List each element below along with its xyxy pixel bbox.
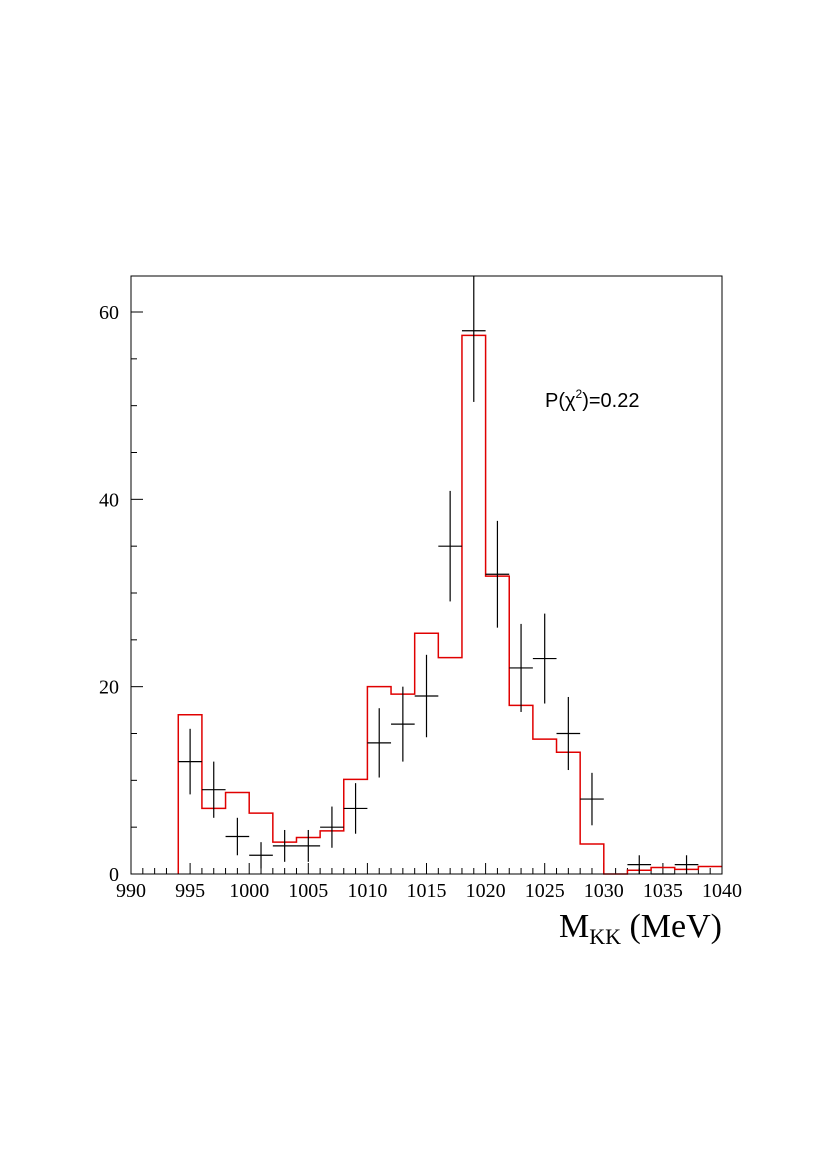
y-tick-label: 20 <box>99 677 119 699</box>
data-point <box>320 806 344 848</box>
x-tick-label: 1000 <box>229 880 269 902</box>
data-point <box>225 817 250 856</box>
chi-symbol: χ <box>565 390 576 412</box>
y-tick-labels: 0 20 40 60 <box>99 302 119 886</box>
data-point <box>414 654 439 738</box>
x-tick-labels: 990 995 1000 1005 1010 1015 1020 1025 1030 1035 10… <box>116 880 742 902</box>
data-point <box>391 686 415 762</box>
x-axis-title-unit: (MeV) <box>621 908 722 945</box>
y-tick-label: 0 <box>109 864 119 886</box>
x-tick-label: 1005 <box>288 880 328 902</box>
data-point <box>178 728 202 795</box>
x-tick-label: 1020 <box>466 880 506 902</box>
x-tick-label: 1025 <box>525 880 565 902</box>
data-point <box>556 696 581 771</box>
x-tick-label: 1015 <box>407 880 447 902</box>
x-axis-title-main: M <box>559 908 589 945</box>
x-tick-label: 995 <box>175 880 205 902</box>
x-tick-label: 1040 <box>702 880 742 902</box>
x-axis-title-subscript: KK <box>589 924 621 949</box>
chi-superscript: 2 <box>576 387 583 401</box>
data-point <box>249 842 273 869</box>
fit-step-line <box>177 334 722 875</box>
data-point <box>367 708 392 778</box>
x-tick-label: 990 <box>116 880 146 902</box>
data-point <box>509 623 533 712</box>
x-tick-label: 1010 <box>347 880 387 902</box>
plot-frame <box>130 275 723 875</box>
x-tick-label: 1035 <box>643 880 683 902</box>
x-axis-title: MKK (MeV) <box>559 908 722 949</box>
data-point <box>201 761 226 818</box>
data-point <box>461 276 486 402</box>
y-tick-label: 60 <box>99 302 119 324</box>
data-point <box>272 829 297 862</box>
data-point <box>343 783 368 834</box>
data-point <box>674 855 699 874</box>
x-tick-label: 1030 <box>584 880 624 902</box>
data-point <box>627 855 652 874</box>
y-tick-label: 40 <box>99 489 119 511</box>
data-point <box>438 490 462 602</box>
fit-histogram <box>177 334 722 875</box>
data-point <box>580 772 604 826</box>
data-point <box>532 613 557 704</box>
data-point <box>296 829 321 862</box>
data-point <box>485 520 510 628</box>
data-points <box>178 276 699 875</box>
chi2-probability-annotation: P(χ2)=0.22 <box>545 387 639 412</box>
